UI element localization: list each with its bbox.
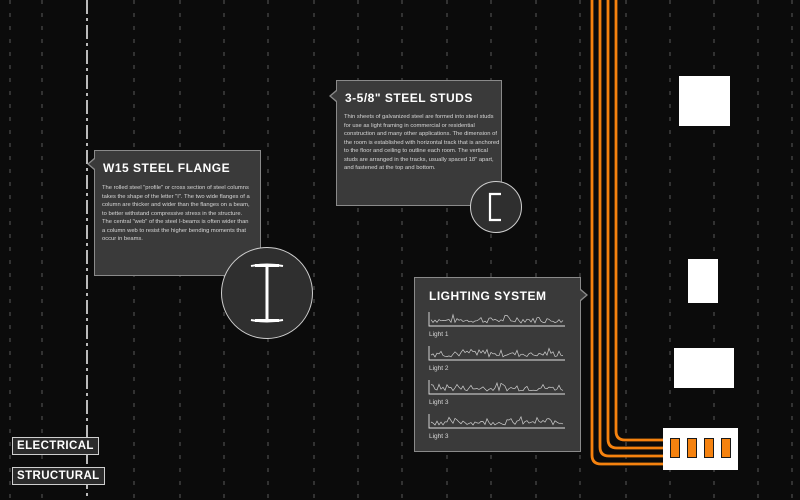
fixture-block-top[interactable] bbox=[679, 76, 730, 126]
electrical-toggle-button[interactable]: ELECTRICAL bbox=[12, 437, 99, 455]
lighting-system-title: LIGHTING SYSTEM bbox=[429, 289, 547, 303]
steel-flange-title: W15 STEEL FLANGE bbox=[103, 161, 231, 175]
lighting-pointer-fill bbox=[580, 290, 586, 300]
c-channel-icon bbox=[488, 192, 501, 221]
light-2-label: Light 2 bbox=[429, 365, 449, 372]
steel-flange-description: The rolled steel "profile" or cross sect… bbox=[102, 185, 250, 242]
light-1-label: Light 1 bbox=[429, 331, 449, 338]
steel-studs-title: 3-5/8" STEEL STUDS bbox=[345, 91, 473, 105]
fixture-block-middle[interactable] bbox=[688, 259, 718, 303]
light-chart-trace-1 bbox=[430, 313, 564, 324]
light-chart-axis-2 bbox=[428, 346, 565, 361]
breaker-2[interactable] bbox=[687, 438, 697, 458]
steel-studs-card: 3-5/8" STEEL STUDS Thin sheets of galvan… bbox=[336, 80, 502, 206]
light-chart-axis-4 bbox=[428, 414, 565, 429]
light-chart-trace-2 bbox=[430, 347, 564, 358]
lighting-charts bbox=[428, 312, 565, 429]
light-chart-axis-1 bbox=[428, 312, 565, 327]
breaker-1[interactable] bbox=[670, 438, 680, 458]
electrical-wiring bbox=[590, 0, 665, 466]
lighting-system-card: LIGHTING SYSTEM Light 1 Light 2 Light 3 … bbox=[414, 277, 581, 452]
light-chart-trace-3 bbox=[430, 381, 564, 392]
fixture-block-lower[interactable] bbox=[674, 348, 734, 388]
i-beam-badge[interactable] bbox=[221, 247, 313, 339]
breaker-4[interactable] bbox=[721, 438, 731, 458]
light-3-label: Light 3 bbox=[429, 399, 449, 406]
steel-flange-pointer-fill bbox=[89, 159, 95, 169]
light-chart-trace-4 bbox=[430, 415, 564, 426]
steel-studs-description: Thin sheets of galvanized steel are form… bbox=[344, 114, 500, 171]
light-3b-label: Light 3 bbox=[429, 433, 449, 440]
electrical-panel[interactable] bbox=[663, 428, 738, 470]
steel-studs-pointer-fill bbox=[331, 91, 337, 101]
light-chart-axis-3 bbox=[428, 380, 565, 395]
structural-toggle-button[interactable]: STRUCTURAL bbox=[12, 467, 105, 485]
breaker-3[interactable] bbox=[704, 438, 714, 458]
c-channel-badge[interactable] bbox=[470, 181, 522, 233]
steel-flange-card: W15 STEEL FLANGE The rolled steel "profi… bbox=[94, 150, 261, 276]
i-beam-icon bbox=[250, 263, 283, 322]
